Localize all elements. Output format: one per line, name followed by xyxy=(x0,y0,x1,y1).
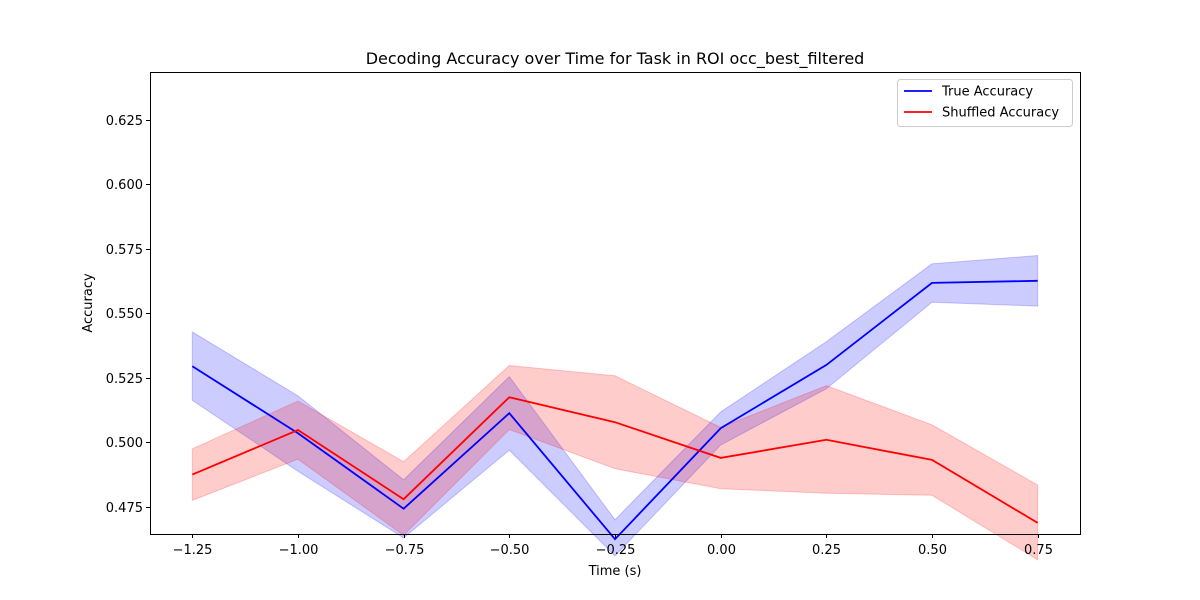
x-tick-label: 0.25 xyxy=(812,543,841,558)
legend-box xyxy=(897,79,1073,127)
y-tick-label: 0.550 xyxy=(106,307,143,322)
x-tick-label: −0.75 xyxy=(385,543,425,558)
x-tick-label: −0.50 xyxy=(490,543,530,558)
x-tick-label: 0.00 xyxy=(707,543,736,558)
x-tick-label: −0.25 xyxy=(596,543,636,558)
x-tick-label: −1.25 xyxy=(173,543,213,558)
y-axis-ticks: 0.475 0.500 0.525 0.550 0.575 0.600 0.625 xyxy=(106,114,150,516)
y-tick-label: 0.475 xyxy=(106,501,143,516)
confidence-band-shuffled xyxy=(191,364,1039,561)
legend: True Accuracy Shuffled Accuracy xyxy=(897,79,1073,127)
x-axis-label: Time (s) xyxy=(588,564,642,579)
legend-label: Shuffled Accuracy xyxy=(942,106,1059,121)
series-lines xyxy=(191,279,1039,541)
series-line-shuffled-accuracy xyxy=(191,396,1039,524)
y-axis-label: Accuracy xyxy=(81,273,96,333)
y-tick-label: 0.625 xyxy=(106,114,143,129)
series-line-true-accuracy xyxy=(191,279,1038,541)
y-tick-label: 0.600 xyxy=(106,178,143,193)
y-tick-label: 0.525 xyxy=(106,372,143,387)
y-tick-label: 0.500 xyxy=(106,436,143,451)
confidence-bands xyxy=(191,254,1039,561)
confidence-band-true xyxy=(191,254,1039,557)
x-tick-label: 0.50 xyxy=(918,543,947,558)
x-tick-label: −1.00 xyxy=(279,543,319,558)
x-axis-ticks: −1.25 −1.00 −0.75 −0.50 −0.25 0.00 0.25 0.50 0.7… xyxy=(173,534,1053,558)
y-tick-label: 0.575 xyxy=(106,243,143,258)
legend-label: True Accuracy xyxy=(941,85,1033,100)
x-tick-label: 0.75 xyxy=(1024,543,1053,558)
chart-title: Decoding Accuracy over Time for Task in … xyxy=(366,49,865,69)
